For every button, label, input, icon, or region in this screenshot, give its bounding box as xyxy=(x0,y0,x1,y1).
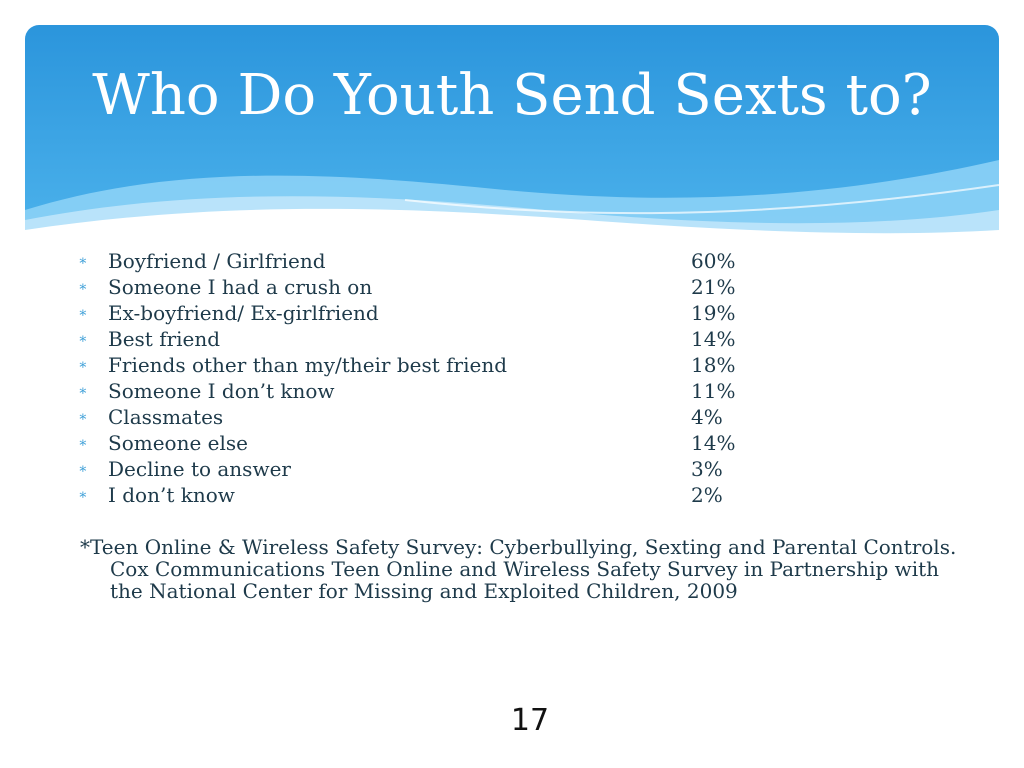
item-label: Friends other than my/their best friend xyxy=(108,353,508,377)
item-percent: 19% xyxy=(691,301,736,325)
bullet-icon: ∗ xyxy=(78,383,88,399)
list-item: ∗ I don’t know 2% xyxy=(78,482,778,508)
item-percent: 14% xyxy=(691,327,736,351)
wave-banner-graphic xyxy=(25,25,999,245)
list-item: ∗ Boyfriend / Girlfriend 60% xyxy=(78,248,778,274)
bullet-icon: ∗ xyxy=(78,253,88,269)
list-item: ∗ Someone I don’t know 11% xyxy=(78,378,778,404)
bullet-icon: ∗ xyxy=(78,279,88,295)
list-item: ∗ Decline to answer 3% xyxy=(78,456,778,482)
item-percent: 11% xyxy=(691,379,736,403)
item-label: Boyfriend / Girlfriend xyxy=(108,249,326,273)
source-citation: *Teen Online & Wireless Safety Survey: C… xyxy=(80,535,957,603)
item-label: Decline to answer xyxy=(108,457,291,481)
item-label: Someone I don’t know xyxy=(108,379,335,403)
item-label: I don’t know xyxy=(108,483,235,507)
bullet-icon: ∗ xyxy=(78,487,88,503)
list-item: ∗ Best friend 14% xyxy=(78,326,778,352)
item-label: Someone else xyxy=(108,431,248,455)
responses-list: ∗ Boyfriend / Girlfriend 60% ∗ Someone I ha… xyxy=(78,248,778,508)
item-percent: 18% xyxy=(691,353,736,377)
bullet-icon: ∗ xyxy=(78,357,88,373)
item-percent: 4% xyxy=(691,405,723,429)
list-item: ∗ Someone I had a crush on 21% xyxy=(78,274,778,300)
list-item: ∗ Classmates 4% xyxy=(78,404,778,430)
slide-title: Who Do Youth Send Sexts to? xyxy=(92,63,932,128)
item-label: Best friend xyxy=(108,327,221,351)
item-percent: 3% xyxy=(691,457,723,481)
item-percent: 14% xyxy=(691,431,736,455)
item-percent: 21% xyxy=(691,275,736,299)
item-label: Classmates xyxy=(108,405,224,429)
bullet-icon: ∗ xyxy=(78,461,88,477)
title-banner xyxy=(25,25,999,245)
bullet-icon: ∗ xyxy=(78,435,88,451)
item-label: Someone I had a crush on xyxy=(108,275,373,299)
list-item: ∗ Someone else 14% xyxy=(78,430,778,456)
bullet-icon: ∗ xyxy=(78,331,88,347)
list-item: ∗ Friends other than my/their best friend… xyxy=(78,352,778,378)
item-label: Ex-boyfriend/ Ex-girlfriend xyxy=(108,301,379,325)
bullet-icon: ∗ xyxy=(78,409,88,425)
item-percent: 2% xyxy=(691,483,723,507)
bullet-icon: ∗ xyxy=(78,305,88,321)
page-number: 17 xyxy=(510,703,550,738)
list-item: ∗ Ex-boyfriend/ Ex-girlfriend 19% xyxy=(78,300,778,326)
item-percent: 60% xyxy=(691,249,736,273)
